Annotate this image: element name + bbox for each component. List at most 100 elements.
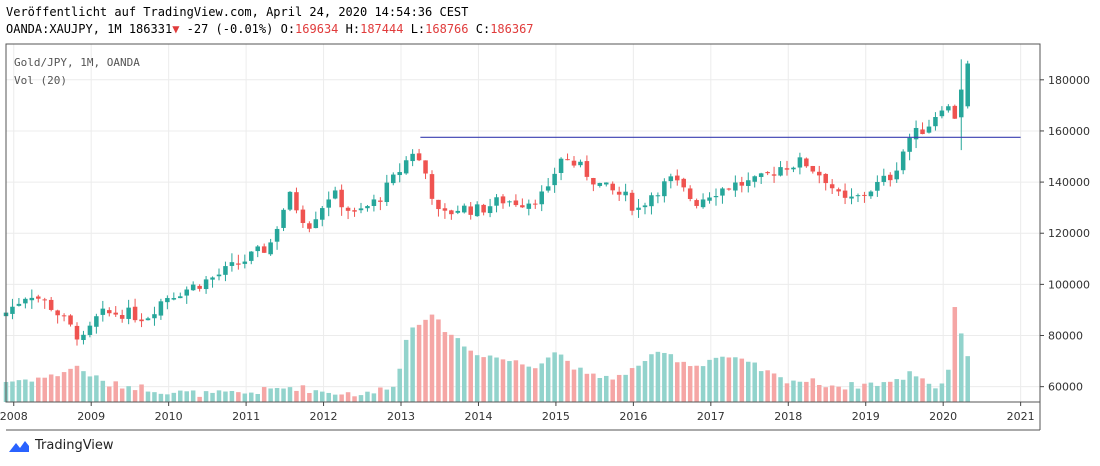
candle-body: [655, 195, 661, 197]
volume-bar: [842, 389, 848, 402]
candle-body: [384, 182, 390, 203]
symbol-line: OANDA:XAUJPY, 1M 186331▼ -27 (-0.01%) O:…: [6, 22, 534, 36]
candle-body: [771, 174, 777, 176]
candle-body: [888, 174, 893, 181]
candle-body: [158, 301, 164, 316]
volume-bar: [216, 390, 222, 402]
volume-bar: [339, 394, 344, 402]
volume-bar: [436, 319, 441, 402]
brand-footer[interactable]: TradingView: [8, 438, 114, 453]
volume-bar: [888, 381, 893, 402]
candle-body: [455, 210, 461, 213]
volume-bar: [384, 389, 390, 402]
candle-body: [591, 178, 596, 185]
volume-bar: [507, 361, 512, 402]
candle-body: [836, 189, 841, 192]
candle-body: [423, 160, 428, 174]
volume-bar: [449, 334, 454, 402]
volume-bar: [287, 387, 293, 402]
candle-body: [397, 172, 402, 176]
volume-bar: [326, 392, 331, 402]
volume-bar: [68, 368, 73, 402]
candle-body: [662, 181, 667, 197]
candle-body: [391, 174, 396, 184]
candle-body: [184, 289, 189, 296]
candle-body: [68, 315, 73, 325]
volume-bar: [190, 390, 196, 402]
volume-bar: [242, 393, 248, 402]
volume-bar: [165, 394, 170, 402]
volume-bar: [197, 396, 202, 402]
volume-bar: [720, 356, 725, 402]
candle-body: [610, 183, 615, 191]
candle-body: [416, 153, 422, 161]
volume-bar: [236, 392, 241, 402]
volume-bar: [526, 366, 532, 402]
x-tick-label: 2011: [232, 410, 260, 423]
volume-bar: [797, 381, 803, 402]
candle-body: [900, 151, 906, 171]
candle-body: [171, 298, 177, 300]
volume-bar: [500, 359, 506, 402]
volume-bar: [113, 381, 118, 402]
low-label: L:: [410, 22, 426, 36]
volume-bar: [397, 368, 402, 402]
candle-body: [42, 299, 47, 301]
candle-body: [23, 298, 28, 304]
volume-bar: [726, 357, 732, 402]
volume-bar: [571, 369, 577, 402]
time-axis[interactable]: 2008 2009 2010 2011 2012 2013 2014 2015 2016 2017…: [0, 402, 1035, 423]
candle-body: [339, 189, 344, 208]
volume-bar: [378, 387, 383, 402]
volume-bar: [965, 356, 970, 402]
volume-bar: [365, 391, 370, 402]
candle-body: [74, 325, 80, 340]
candle-body: [849, 196, 854, 199]
volume-bar: [203, 391, 209, 402]
brand-name: TradingView: [35, 438, 114, 453]
y-tick-label: 120000: [1048, 227, 1090, 240]
candle-body: [817, 171, 822, 176]
volume-bar: [958, 333, 964, 402]
x-tick-label: 2018: [774, 410, 802, 423]
volume-bar: [36, 377, 41, 402]
y-tick-label: 140000: [1048, 176, 1090, 189]
x-tick-label: 2019: [852, 410, 880, 423]
candle-body: [894, 170, 899, 180]
volume-bar: [494, 357, 499, 402]
candle-body: [190, 284, 196, 291]
volume-bar: [416, 324, 422, 402]
candle-body: [287, 191, 293, 210]
volume-bar: [817, 384, 822, 402]
volume-bar: [545, 357, 551, 402]
volume-bar: [713, 357, 719, 402]
volume-bar: [739, 358, 745, 402]
volume-bar: [655, 351, 661, 402]
volume-bar: [855, 388, 861, 402]
volume-bars: [3, 307, 970, 402]
candle-body: [758, 173, 764, 177]
candle-body: [649, 195, 654, 207]
candle-body: [29, 297, 35, 301]
candle-body: [933, 117, 938, 127]
volume-bar: [623, 374, 628, 402]
plot-border: [5, 43, 1041, 403]
volume-legend: Vol (20): [14, 74, 67, 87]
candle-body: [352, 210, 357, 212]
price-axis[interactable]: 60000 80000 100000 120000 140000 160000 180000: [1040, 74, 1090, 394]
volume-bar: [42, 377, 47, 402]
volume-bar: [662, 352, 667, 402]
candle-body: [494, 197, 499, 206]
candle-body: [139, 319, 144, 322]
volume-bar: [868, 382, 874, 402]
candle-body: [636, 207, 641, 210]
candle-body: [274, 228, 280, 242]
candle-body: [713, 195, 719, 198]
volume-bar: [591, 373, 596, 402]
volume-bar: [487, 355, 493, 402]
candle-body: [726, 188, 732, 190]
candle-body: [281, 209, 286, 228]
candle-body: [629, 192, 635, 211]
candle-body: [261, 246, 267, 253]
